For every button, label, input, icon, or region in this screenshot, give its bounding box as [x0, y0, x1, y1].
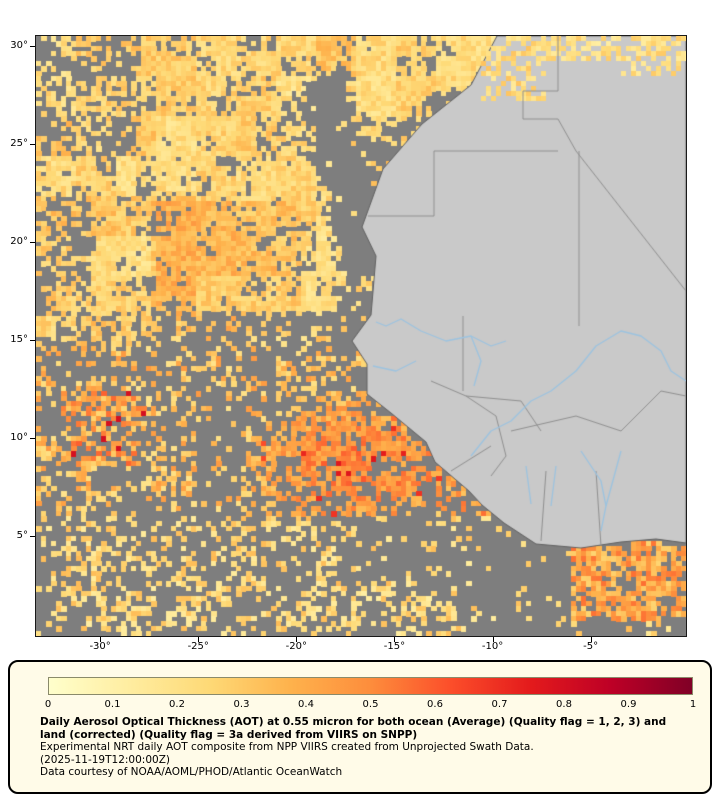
lon-tickmark	[100, 637, 102, 642]
colorbar-tick-label: 0.2	[169, 699, 185, 710]
map-frame	[35, 35, 687, 637]
colorbar-tick-label: 0.8	[556, 699, 572, 710]
lat-tick-label: 20°	[10, 235, 28, 247]
colorbar-tick-label: 0.6	[427, 699, 443, 710]
colorbar-tick-label: 0.1	[104, 699, 121, 710]
lon-tickmark	[492, 637, 494, 642]
lat-tick-label: 5°	[16, 530, 28, 542]
lon-tick-label: -5°	[583, 641, 599, 652]
lat-tick-label: 10°	[10, 432, 28, 444]
colorbar-tick-label: 0	[44, 699, 52, 710]
legend-panel: 0 0.1 0.2 0.3 0.4 0.5 0.6 0.7 0.8 0.9 1 Daily Aero…	[8, 660, 712, 794]
lon-tick-label: -25°	[187, 641, 209, 652]
legend-credit: Data courtesy of NOAA/AOML/PHOD/Atlantic…	[40, 766, 343, 778]
lon-tick-label: -30°	[89, 641, 111, 652]
lon-tickmark	[198, 637, 200, 642]
legend-note: Experimental NRT daily AOT composite fro…	[40, 741, 534, 753]
lon-tickmark	[394, 637, 396, 642]
lon-tickmark	[590, 637, 592, 642]
lat-tick-label: 25°	[10, 137, 28, 149]
legend-title: Daily Aerosol Optical Thickness (AOT) at…	[40, 716, 667, 741]
lat-tick-label: 30°	[10, 39, 28, 51]
lon-tick-label: -15°	[383, 641, 406, 652]
aot-map-canvas	[36, 36, 686, 636]
colorbar-tick-label: 0.7	[491, 699, 508, 710]
legend-text-block: Daily Aerosol Optical Thickness (AOT) at…	[40, 716, 690, 779]
lon-tick-label: -20°	[285, 641, 307, 652]
colorbar	[48, 677, 693, 695]
lon-tick-label: -10°	[481, 641, 504, 652]
colorbar-tick-label: 0.5	[362, 699, 379, 710]
colorbar-tick-label: 0.4	[298, 699, 314, 710]
colorbar-tick-label: 1	[689, 699, 697, 710]
lat-tick-label: 15°	[10, 334, 28, 346]
lon-tickmark	[296, 637, 298, 642]
colorbar-tick-label: 0.3	[233, 699, 250, 710]
colorbar-tick-label: 0.9	[620, 699, 637, 710]
legend-timestamp: (2025-11-19T12:00:00Z)	[40, 753, 170, 766]
